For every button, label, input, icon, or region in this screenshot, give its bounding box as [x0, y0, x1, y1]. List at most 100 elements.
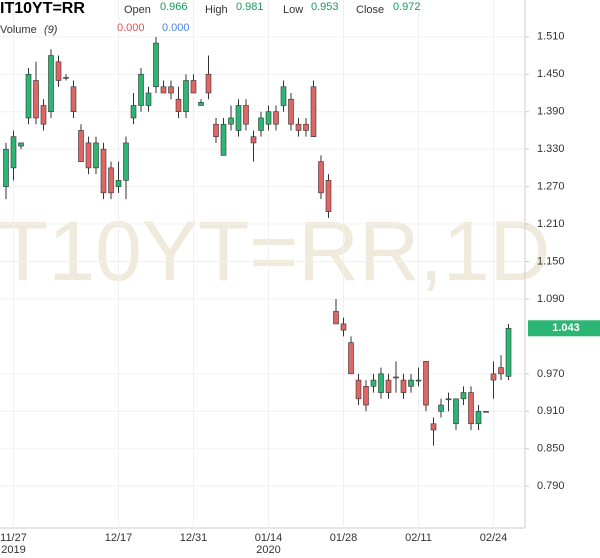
candle-body: [505, 327, 512, 377]
x-tick-label: 12/31: [180, 532, 208, 544]
candle-body: [175, 98, 182, 113]
y-tick-label: 0.970: [537, 368, 565, 380]
candle-body: [475, 410, 482, 425]
candle-body: [70, 86, 77, 113]
high-value: 0.981: [236, 1, 264, 13]
x-year-label: 2019: [1, 544, 25, 556]
candle-body: [310, 86, 317, 137]
candle-body: [85, 142, 92, 169]
close-value: 0.972: [393, 1, 421, 13]
candle-body: [78, 130, 84, 162]
candle-body: [130, 105, 137, 119]
x-tick-label: 12/17: [105, 532, 133, 544]
y-tick-label: 0.850: [537, 443, 565, 455]
y-tick-label: 1.390: [537, 106, 565, 118]
candle-body: [348, 342, 354, 375]
candle-body: [498, 367, 504, 375]
y-tick-label: 1.150: [537, 255, 565, 267]
open-label: Open: [124, 4, 151, 16]
candle-body: [483, 410, 489, 413]
candle-body: [198, 102, 204, 106]
last-price-label: 1.043: [552, 322, 580, 334]
x-tick-label: 11/27: [0, 532, 27, 544]
candle-body: [55, 61, 62, 81]
candle-body: [385, 379, 392, 393]
candle-body: [115, 180, 122, 187]
candle-body: [408, 379, 414, 387]
candle-body: [145, 92, 152, 106]
candle-body: [138, 73, 144, 106]
high-label: High: [205, 4, 228, 16]
candle-body: [303, 123, 309, 131]
candle-body: [370, 379, 377, 387]
candle-body: [228, 117, 234, 125]
candle-body: [445, 398, 452, 401]
candle-body: [490, 373, 497, 381]
candle-body: [378, 373, 384, 393]
candle-body: [273, 111, 279, 125]
candle-body: [160, 86, 167, 94]
low-label: Low: [283, 4, 303, 16]
candle-body: [468, 392, 474, 425]
candle-body: [3, 148, 9, 187]
candle-body: [220, 123, 227, 156]
candle-body: [48, 55, 54, 113]
y-tick-label: 1.330: [537, 143, 565, 155]
close-label: Close: [356, 4, 384, 16]
symbol: IT10YT=RR: [0, 0, 85, 17]
candle-body: [33, 80, 39, 119]
candle-body: [40, 105, 47, 125]
y-tick-label: 0.790: [537, 480, 565, 492]
candle-body: [340, 323, 347, 331]
candle-body: [243, 105, 249, 125]
candle-body: [393, 376, 399, 379]
candle-body: [415, 379, 422, 382]
candle-body: [168, 86, 174, 94]
candle-body: [355, 379, 362, 400]
candle-body: [25, 73, 32, 119]
x-year-label: 2020: [256, 544, 280, 556]
candle-body: [250, 136, 257, 144]
y-tick-label: 1.270: [537, 181, 565, 193]
candle-body: [153, 42, 159, 88]
candle-body: [100, 148, 107, 194]
candle-body: [423, 361, 429, 406]
y-tick-label: 0.910: [537, 405, 565, 417]
candle-body: [93, 142, 99, 169]
candle-body: [10, 136, 17, 169]
candle-body: [295, 123, 302, 131]
candle-body: [235, 105, 242, 131]
candle-body: [280, 86, 287, 106]
candle-body: [325, 180, 332, 212]
volume-label: Volume: [0, 24, 37, 36]
candle-body: [400, 379, 407, 393]
candle-body: [318, 161, 324, 194]
candle-body: [453, 398, 459, 425]
candle-body: [190, 80, 197, 94]
y-tick-label: 1.510: [537, 31, 565, 43]
x-tick-label: 02/24: [480, 532, 508, 544]
y-tick-label: 1.450: [537, 68, 565, 80]
candle-body: [438, 404, 444, 412]
volume-period: (9): [44, 24, 58, 36]
volume-value: 0.000: [162, 22, 190, 34]
x-tick-label: 01/14: [255, 532, 283, 544]
low-value: 0.953: [311, 1, 339, 13]
x-tick-label: 02/11: [405, 532, 432, 544]
candle-body: [205, 73, 212, 94]
last-price-box: [528, 320, 600, 337]
y-tick-label: 1.090: [537, 293, 565, 305]
candle-body: [460, 392, 467, 400]
candle-body: [63, 77, 69, 79]
candle-body: [108, 167, 114, 194]
candle-body: [18, 142, 24, 147]
open-value: 0.966: [160, 1, 188, 13]
x-tick-label: 01/28: [330, 532, 358, 544]
watermark: IT10YT=RR,1D: [0, 204, 550, 298]
volume-value: 0.000: [117, 22, 145, 34]
candle-body: [430, 423, 437, 431]
candle-body: [258, 117, 264, 131]
candle-body: [213, 123, 219, 137]
